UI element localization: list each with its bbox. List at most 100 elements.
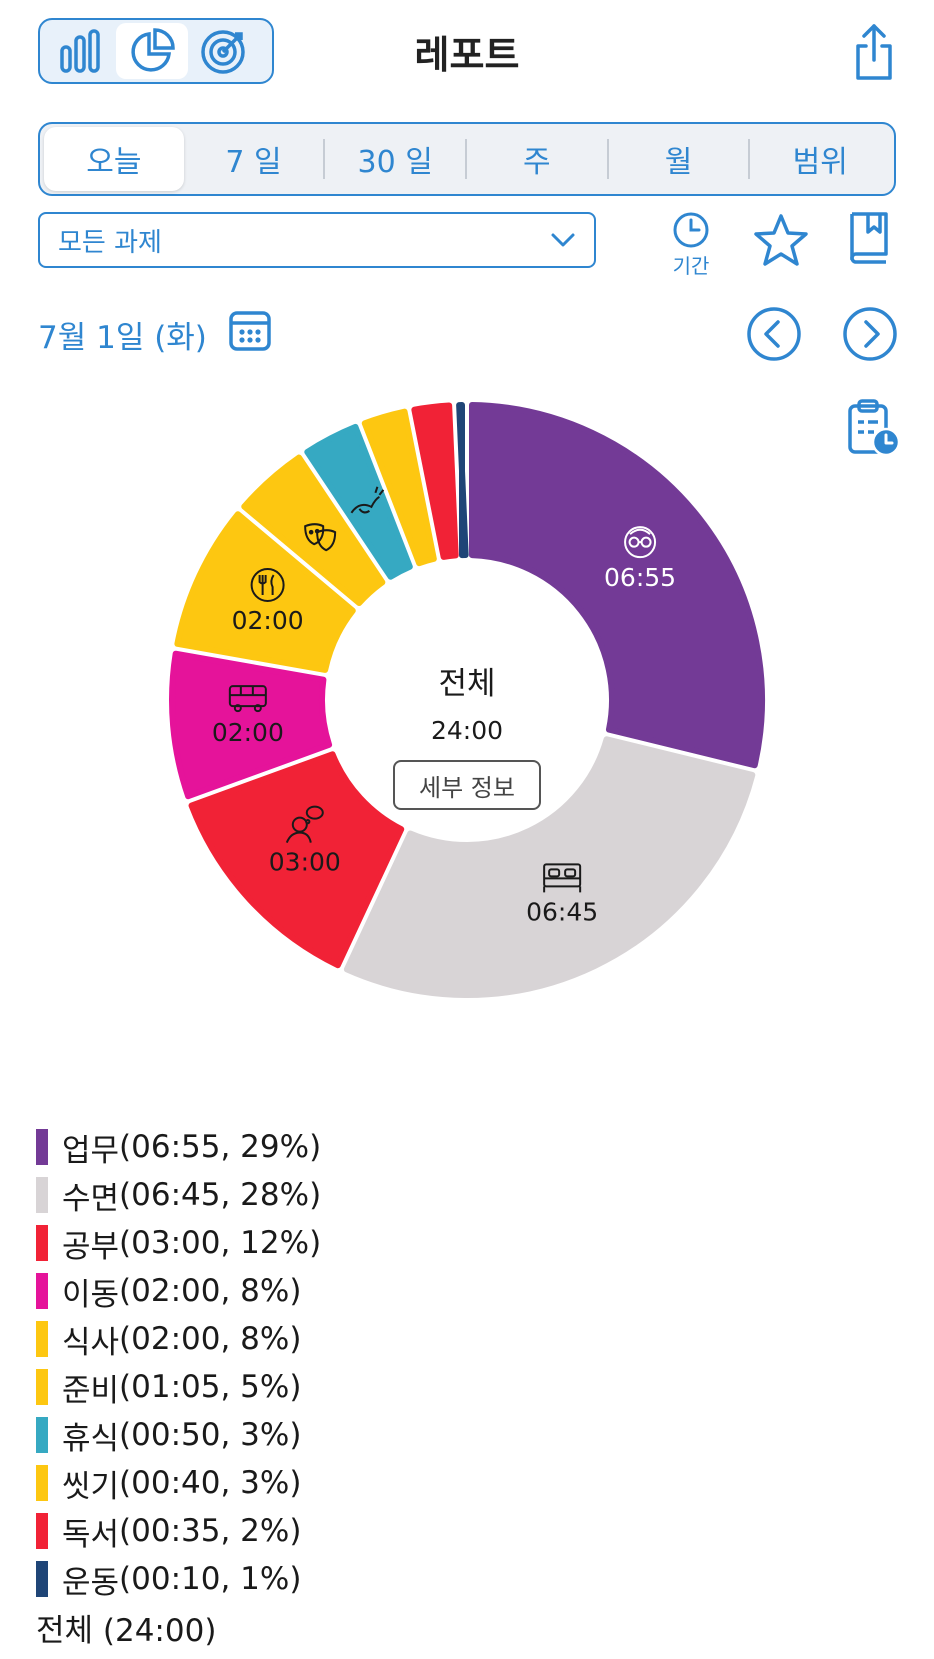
bar-chart-icon — [60, 29, 100, 73]
legend-name: 씻기 — [62, 1468, 120, 1505]
target-icon — [201, 30, 245, 74]
legend-value: (03:00, 12%) — [119, 1225, 322, 1261]
legend-item: 휴식 (00:50, 3%) — [36, 1411, 321, 1459]
bookmark-button[interactable] — [846, 210, 892, 270]
donut-slice-6[interactable] — [241, 454, 386, 607]
detail-info-button[interactable]: 세부 정보 — [393, 760, 541, 810]
legend-swatch — [36, 1417, 48, 1453]
target-view-button[interactable] — [188, 23, 260, 79]
tab-range[interactable]: 범위 — [792, 145, 848, 180]
legend-value: (00:40, 3%) — [119, 1465, 302, 1501]
legend-item: 식사 (02:00, 8%) — [36, 1315, 321, 1363]
history-clipboard-button[interactable] — [846, 398, 902, 462]
legend-total: 전체 (24:00) — [36, 1612, 217, 1649]
donut-slice-2[interactable] — [343, 736, 756, 998]
theater-masks-icon — [304, 523, 337, 552]
legend-name: 준비 — [62, 1372, 120, 1409]
segment-divider — [748, 139, 751, 179]
bar-chart-view-button[interactable] — [44, 23, 116, 79]
chart-center-total: 24:00 — [430, 716, 504, 745]
donut-slice-9[interactable] — [411, 402, 459, 560]
tab-30-days[interactable]: 30 일 — [357, 145, 433, 180]
time-donut-chart: 06:55 06:45 03:00 02:00 02:00 — [169, 402, 765, 998]
share-button[interactable] — [850, 22, 898, 82]
slice-label-1: 06:55 — [604, 563, 676, 592]
legend-item: 독서 (00:35, 2%) — [36, 1507, 321, 1555]
legend-value: (00:35, 2%) — [119, 1513, 302, 1549]
segment-divider — [465, 139, 468, 179]
legend-value: (06:55, 29%) — [119, 1129, 322, 1165]
chart-center-title: 전체 — [438, 666, 496, 702]
legend-value: (00:50, 3%) — [119, 1417, 302, 1453]
legend-name: 수면 — [62, 1180, 120, 1217]
chevron-down-icon — [551, 233, 575, 247]
legend-item: 공부 (03:00, 12%) — [36, 1219, 321, 1267]
previous-date-button[interactable] — [746, 306, 802, 366]
legend-value: (02:00, 8%) — [119, 1273, 302, 1309]
calendar-icon — [229, 311, 271, 351]
legend-swatch — [36, 1273, 48, 1309]
donut-slice-7[interactable] — [304, 423, 413, 580]
legend-name: 휴식 — [62, 1420, 120, 1457]
chart-legend: 업무 (06:55, 29%) 수면 (06:45, 28%) 공부 (03:00,… — [36, 1123, 321, 1651]
legend-value: (01:05, 5%) — [119, 1369, 302, 1405]
next-date-button[interactable] — [842, 306, 898, 366]
legend-swatch — [36, 1225, 48, 1261]
legend-value: (06:45, 28%) — [119, 1177, 322, 1213]
donut-slice-3[interactable] — [188, 751, 405, 969]
legend-swatch — [36, 1321, 48, 1357]
legend-swatch — [36, 1513, 48, 1549]
clock-icon — [673, 212, 709, 248]
tab-month[interactable]: 월 — [664, 145, 693, 180]
person-glasses-icon — [624, 526, 657, 559]
clipboard-clock-icon — [848, 399, 901, 457]
date-label: 7월 1일 (화) — [38, 320, 207, 356]
view-mode-selector — [38, 18, 274, 84]
share-icon — [856, 24, 892, 80]
donut-slice-10[interactable] — [456, 402, 469, 559]
segment-divider — [606, 139, 609, 179]
bus-icon — [228, 685, 267, 713]
period-button[interactable]: 기간 — [656, 210, 726, 280]
tab-7-days[interactable]: 7 일 — [225, 145, 282, 180]
donut-slice-5[interactable] — [174, 511, 356, 673]
donut-slice-8[interactable] — [361, 408, 437, 567]
donut-slice-1[interactable] — [468, 402, 765, 769]
star-icon — [754, 214, 808, 266]
slice-label-3: 03:00 — [269, 848, 341, 877]
legend-item: 준비 (01:05, 5%) — [36, 1363, 321, 1411]
legend-name: 식사 — [62, 1324, 120, 1361]
legend-swatch — [36, 1129, 48, 1165]
person-thinking-icon — [285, 805, 324, 844]
legend-swatch — [36, 1369, 48, 1405]
legend-swatch — [36, 1465, 48, 1501]
legend-name: 공부 — [62, 1228, 120, 1265]
task-filter-value: 모든 과제 — [58, 227, 162, 258]
pie-chart-view-button[interactable] — [116, 23, 188, 79]
legend-item: 업무 (06:55, 29%) — [36, 1123, 321, 1171]
legend-swatch — [36, 1177, 48, 1213]
legend-name: 운동 — [62, 1564, 120, 1601]
tab-today[interactable]: 오늘 — [44, 127, 184, 191]
favorite-button[interactable] — [752, 212, 810, 272]
task-filter-select[interactable]: 모든 과제 — [38, 212, 596, 268]
donut-slice-4[interactable] — [169, 650, 333, 800]
legend-swatch — [36, 1561, 48, 1597]
period-label: 기간 — [672, 254, 710, 278]
slice-label-5: 02:00 — [232, 606, 304, 635]
legend-item: 이동 (02:00, 8%) — [36, 1267, 321, 1315]
legend-value: (00:10, 1%) — [119, 1561, 302, 1597]
pie-chart-icon — [131, 28, 175, 72]
slice-label-4: 02:00 — [212, 718, 284, 747]
legend-name: 업무 — [62, 1132, 120, 1169]
legend-item: 운동 (00:10, 1%) — [36, 1555, 321, 1603]
calendar-button[interactable] — [228, 308, 272, 356]
fork-knife-icon — [250, 568, 285, 603]
legend-value: (02:00, 8%) — [119, 1321, 302, 1357]
chevron-left-circle-icon — [747, 307, 801, 361]
legend-name: 이동 — [62, 1276, 120, 1313]
tab-week[interactable]: 주 — [523, 145, 551, 180]
bird-icon — [350, 486, 385, 514]
legend-name: 독서 — [62, 1516, 120, 1553]
segment-divider — [323, 139, 326, 179]
